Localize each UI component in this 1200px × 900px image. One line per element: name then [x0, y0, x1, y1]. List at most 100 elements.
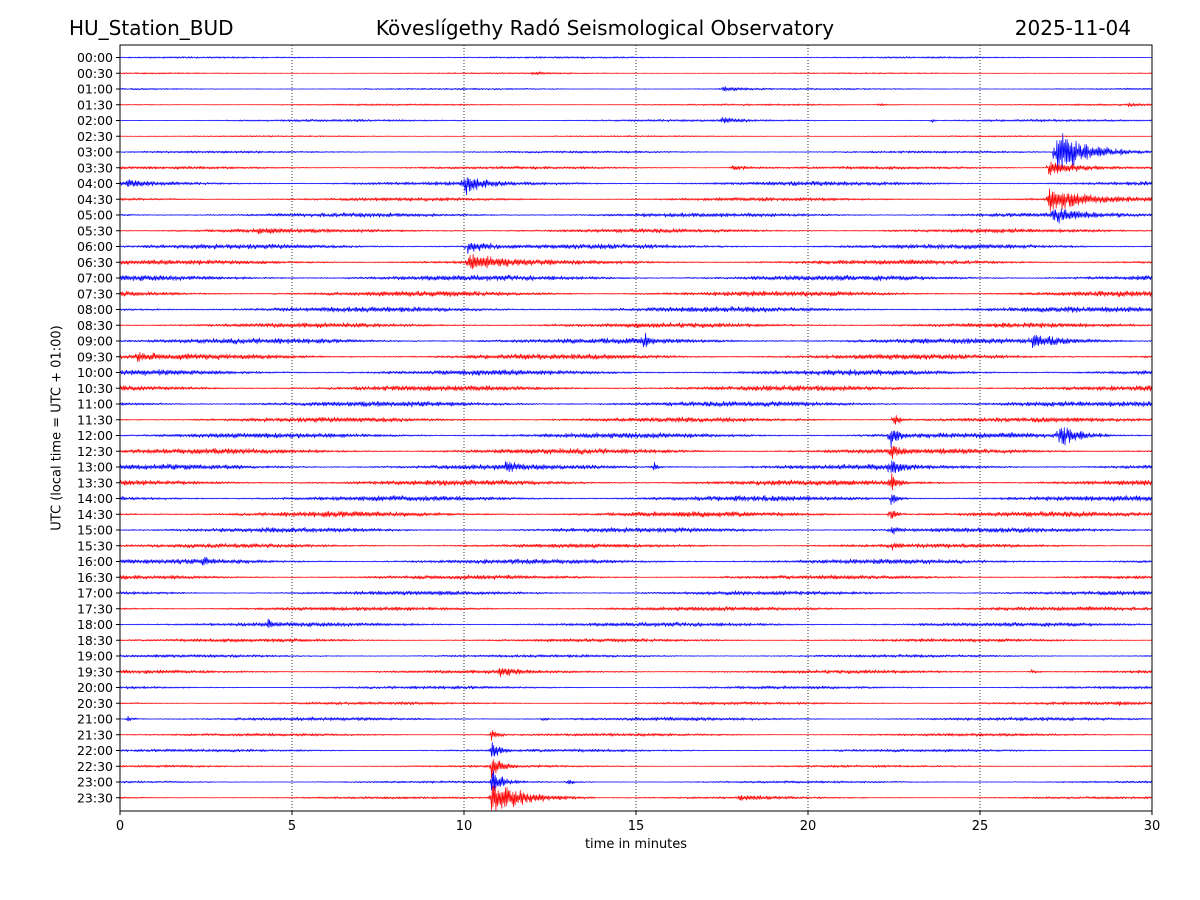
x-axis: 0 5 10 15 20 25 30	[116, 811, 1160, 834]
trace-line	[120, 785, 1152, 811]
trace-line	[120, 177, 1152, 196]
y-tick-label: 06:00	[77, 239, 113, 254]
trace-line	[120, 332, 1152, 349]
y-tick-label: 11:00	[77, 397, 113, 412]
y-tick-label: 05:30	[77, 223, 113, 238]
x-tick-label: 25	[972, 819, 989, 834]
trace-line	[120, 618, 1152, 629]
y-tick-label: 18:30	[77, 633, 113, 648]
y-tick-label: 09:30	[77, 349, 113, 364]
trace-line	[120, 473, 1152, 491]
x-tick-label: 10	[456, 819, 473, 834]
trace-line	[120, 526, 1152, 535]
y-tick-label: 01:30	[77, 97, 113, 112]
trace-line	[120, 460, 1152, 474]
trace-line	[120, 208, 1152, 224]
y-tick-label: 16:00	[77, 554, 113, 569]
trace-line	[120, 274, 1152, 282]
y-tick-label: 09:00	[77, 334, 113, 349]
y-tick-label: 10:00	[77, 365, 113, 380]
trace-line	[120, 135, 1152, 138]
y-tick-label: 00:00	[77, 50, 113, 65]
record-date: 2025-11-04	[1014, 16, 1131, 40]
trace-line	[120, 638, 1152, 643]
trace-line	[120, 161, 1152, 176]
y-tick-label: 05:00	[77, 208, 113, 223]
y-tick-label: 20:00	[77, 680, 113, 695]
trace-line	[120, 667, 1152, 678]
trace-line	[120, 653, 1152, 658]
y-tick-label: 04:30	[77, 192, 113, 207]
trace-line	[120, 71, 1152, 76]
y-tick-label: 16:30	[77, 570, 113, 585]
trace-line	[120, 369, 1152, 376]
y-tick-label: 22:30	[77, 759, 113, 774]
x-tick-label: 15	[628, 819, 645, 834]
y-tick-label: 14:30	[77, 507, 113, 522]
trace-line	[120, 701, 1152, 707]
y-tick-label: 04:00	[77, 176, 113, 191]
trace-line	[120, 590, 1152, 596]
y-tick-label: 15:00	[77, 523, 113, 538]
trace-line	[120, 56, 1152, 59]
trace-line	[120, 253, 1152, 270]
y-tick-label: 12:00	[77, 428, 113, 443]
y-tick-label: 18:00	[77, 617, 113, 632]
y-tick-label: 17:30	[77, 601, 113, 616]
trace-line	[120, 606, 1152, 612]
y-tick-label: 17:00	[77, 586, 113, 601]
x-tick-label: 5	[288, 819, 296, 834]
y-tick-label: 02:00	[77, 113, 113, 128]
trace-line	[120, 556, 1152, 566]
y-tick-label: 07:00	[77, 271, 113, 286]
trace-line	[120, 730, 1152, 741]
trace-line	[120, 715, 1152, 722]
y-tick-label: 00:30	[77, 66, 113, 81]
y-tick-label: 03:00	[77, 145, 113, 160]
trace-line	[120, 770, 1152, 792]
y-tick-label: 07:30	[77, 286, 113, 301]
x-axis-label: time in minutes	[584, 837, 688, 852]
y-tick-label: 23:30	[77, 790, 113, 805]
trace-line	[120, 542, 1152, 551]
plot-background	[120, 45, 1152, 811]
y-tick-label: 19:00	[77, 649, 113, 664]
trace-line	[120, 116, 1152, 124]
y-axis: 00:0000:3001:0001:3002:0002:3003:0003:30…	[77, 50, 120, 805]
trace-line	[120, 86, 1152, 92]
y-tick-label: 20:30	[77, 696, 113, 711]
trace-line	[120, 415, 1152, 425]
x-tick-label: 0	[116, 819, 124, 834]
trace-line	[120, 685, 1152, 690]
y-tick-label: 11:30	[77, 412, 113, 427]
trace-line	[120, 384, 1152, 392]
station-code: HU_Station_BUD	[69, 16, 234, 40]
y-tick-label: 06:30	[77, 255, 113, 270]
y-tick-label: 03:30	[77, 160, 113, 175]
y-tick-label: 02:30	[77, 129, 113, 144]
y-tick-label: 10:30	[77, 381, 113, 396]
trace-line	[120, 133, 1152, 171]
trace-line	[120, 400, 1152, 408]
y-tick-label: 13:30	[77, 475, 113, 490]
y-tick-label: 08:00	[77, 302, 113, 317]
y-tick-label: 22:00	[77, 743, 113, 758]
y-tick-label: 13:00	[77, 460, 113, 475]
observatory-title: Köveslígethy Radó Seismological Observat…	[375, 16, 835, 40]
trace-line	[120, 510, 1152, 519]
y-tick-label: 15:30	[77, 538, 113, 553]
trace-line	[120, 427, 1152, 448]
trace-line	[120, 574, 1152, 581]
y-tick-label: 08:30	[77, 318, 113, 333]
trace-line	[120, 102, 1152, 108]
trace-line	[120, 759, 1152, 779]
trace-line	[120, 242, 1152, 254]
trace-line	[120, 494, 1152, 505]
trace-line	[120, 352, 1152, 363]
x-tick-label: 30	[1144, 819, 1161, 834]
y-tick-label: 21:30	[77, 727, 113, 742]
y-tick-label: 19:30	[77, 664, 113, 679]
trace-line	[120, 306, 1152, 313]
trace-line	[120, 322, 1152, 329]
